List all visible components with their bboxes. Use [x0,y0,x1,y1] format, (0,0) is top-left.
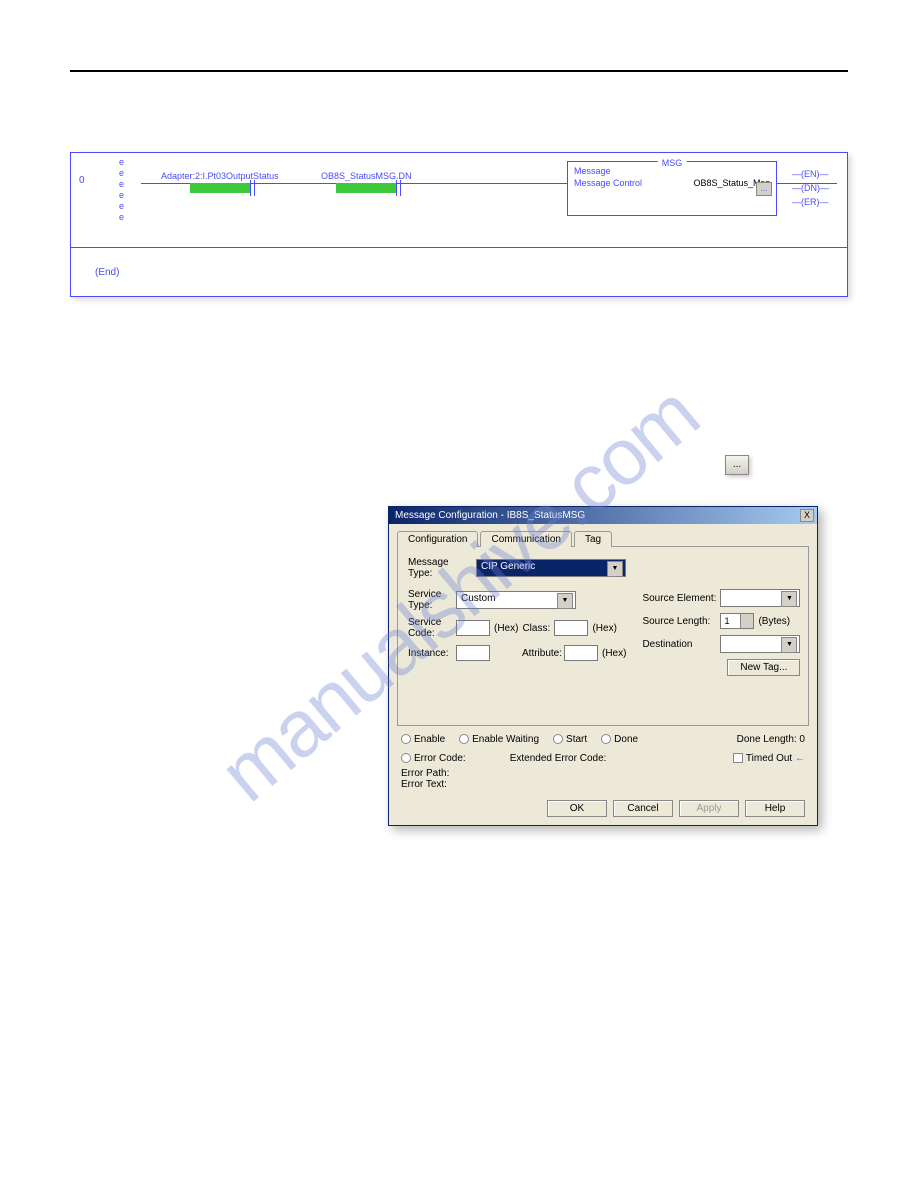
enable-radio[interactable] [401,734,411,744]
status-row-2: Error Code: Extended Error Code: Timed O… [397,753,809,764]
timed-out-group: Timed Out ← [733,753,805,764]
tab-communication[interactable]: Communication [480,531,571,547]
message-config-dialog: Message Configuration - IB8S_StatusMSG X… [388,506,818,826]
message-type-row: Message Type: CIP Generic [408,557,798,579]
message-type-combo[interactable]: CIP Generic [476,559,626,577]
source-element-label: Source Element: [642,593,716,604]
apply-button[interactable]: Apply [679,800,739,817]
error-path-label: Error Path: [401,768,805,779]
message-config-dialog-wrap: Message Configuration - IB8S_StatusMSG X… [388,506,818,826]
header-rule [70,70,848,72]
hex-label-3: (Hex) [602,648,626,659]
service-type-row: Service Type: Custom [408,589,626,611]
done-radio[interactable] [601,734,611,744]
rung-end-label: (End) [95,267,119,278]
tab-configuration[interactable]: Configuration [397,531,478,547]
bytes-label: (Bytes) [758,616,790,627]
source-element-combo[interactable] [720,589,800,607]
source-length-label: Source Length: [642,616,716,627]
document-page: 0 e e e e e e Adapter:2:I.Pt03OutputStat… [0,0,918,347]
en-pin: —(EN)— [792,167,829,181]
enable-radio-group: Enable [401,734,445,745]
error-code-radio[interactable] [401,753,411,763]
error-code-label: Error Code: [414,753,466,764]
dn-pin: —(DN)— [792,181,829,195]
service-type-label: Service Type: [408,589,452,611]
source-length-spinner[interactable]: 1 [720,613,754,629]
start-radio[interactable] [553,734,563,744]
hex-label-2: (Hex) [592,623,616,634]
msg-config-button[interactable]: ... [756,182,772,196]
xic-instruction-1: Adapter:2:I.Pt03OutputStatus [161,171,279,193]
message-type-label: Message Type: [408,557,470,579]
service-type-combo[interactable]: Custom [456,591,576,609]
ladder-rung-0: 0 e e e e e e Adapter:2:I.Pt03OutputStat… [71,153,847,248]
instance-input[interactable] [456,645,490,661]
left-col: Service Type: Custom Service Code: (Hex)… [408,589,626,682]
er-pin: —(ER)— [792,195,829,209]
done-label: Done [614,734,638,745]
xic-1-contact [190,183,250,193]
ok-button[interactable]: OK [547,800,607,817]
cancel-button[interactable]: Cancel [613,800,673,817]
xic-1-label: Adapter:2:I.Pt03OutputStatus [161,171,279,181]
configuration-panel: Message Type: CIP Generic Service Type: … [397,546,809,726]
attribute-label: Attribute: [522,648,560,659]
enable-waiting-radio[interactable] [459,734,469,744]
destination-combo[interactable] [720,635,800,653]
error-code-group: Error Code: [401,753,466,764]
ext-error-code-label: Extended Error Code: [510,753,607,764]
dialog-titlebar: Message Configuration - IB8S_StatusMSG X [389,507,817,524]
right-col: Source Element: Source Length: 1 (Bytes)… [642,589,800,682]
xic-instruction-2: OB8S_StatusMSG.DN [321,171,412,193]
enable-waiting-group: Enable Waiting [459,734,539,745]
help-button[interactable]: Help [745,800,805,817]
class-label: Class: [522,623,550,634]
destination-row: Destination [642,635,800,653]
timed-out-checkbox[interactable] [733,753,743,763]
hex-label-1: (Hex) [494,623,518,634]
config-two-col: Service Type: Custom Service Code: (Hex)… [408,589,798,682]
service-code-input[interactable] [456,620,490,636]
tab-strip: Configuration Communication Tag [397,530,809,546]
class-input[interactable] [554,620,588,636]
back-arrow-icon: ← [795,753,805,764]
destination-label: Destination [642,639,716,650]
inline-ellipsis-button[interactable]: ... [725,455,749,475]
dialog-title: Message Configuration - IB8S_StatusMSG [395,510,585,521]
ladder-diagram: 0 e e e e e e Adapter:2:I.Pt03OutputStat… [70,152,848,297]
enable-waiting-label: Enable Waiting [472,734,539,745]
attribute-input[interactable] [564,645,598,661]
source-element-row: Source Element: [642,589,800,607]
xic-2-label: OB8S_StatusMSG.DN [321,171,412,181]
new-tag-row: New Tag... [642,659,800,676]
enable-label: Enable [414,734,445,745]
status-row-1: Enable Enable Waiting Start Done Done Le… [397,734,809,745]
service-code-label: Service Code: [408,617,452,639]
edit-markers: e e e e e e [119,157,124,223]
msg-block-title: MSG [658,158,687,168]
source-length-row: Source Length: 1 (Bytes) [642,613,800,629]
done-group: Done [601,734,638,745]
start-label: Start [566,734,587,745]
instance-label: Instance: [408,648,452,659]
close-button[interactable]: X [800,509,814,522]
msg-line-2: Message Control [574,178,642,188]
tab-tag[interactable]: Tag [574,531,612,547]
error-path-row: Error Path: Error Text: [397,768,809,790]
dialog-button-row: OK Cancel Apply Help [397,800,809,817]
service-code-row: Service Code: (Hex) Class: (Hex) [408,617,626,639]
msg-instruction-block: MSG Message Message Control OB8S_Status_… [567,161,777,216]
dialog-body: Configuration Communication Tag Message … [389,524,817,825]
timed-out-label: Timed Out [746,753,792,764]
xic-2-contact [336,183,396,193]
msg-output-pins: —(EN)— —(DN)— —(ER)— [792,167,829,209]
done-length-label: Done Length: 0 [737,734,805,745]
new-tag-button[interactable]: New Tag... [727,659,800,676]
instance-row: Instance: Attribute: (Hex) [408,645,626,661]
error-text-label: Error Text: [401,779,805,790]
start-group: Start [553,734,587,745]
rung-number: 0 [79,175,85,186]
